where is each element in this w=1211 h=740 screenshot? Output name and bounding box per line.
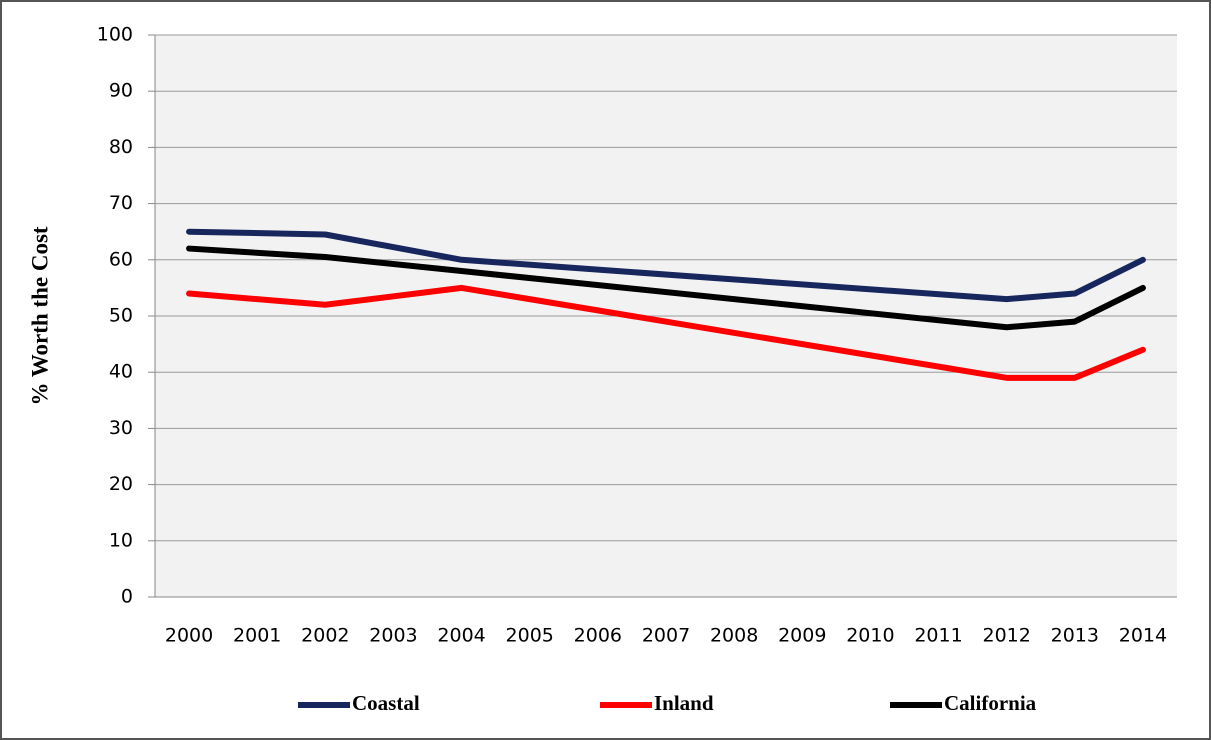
legend-label: Inland <box>654 691 714 715</box>
y-tick-label: 80 <box>109 136 133 158</box>
x-tick-label: 2005 <box>506 625 554 647</box>
legend-label: California <box>944 691 1037 715</box>
series-line <box>186 284 1146 381</box>
x-tick-label: 2007 <box>642 625 690 647</box>
y-tick-label: 40 <box>109 361 133 383</box>
x-tick-label: 2009 <box>778 625 826 647</box>
x-tick-label: 2012 <box>982 625 1030 647</box>
x-tick-label: 2006 <box>574 625 622 647</box>
x-tick-label: 2014 <box>1119 625 1167 647</box>
y-tick-label: 20 <box>109 473 133 495</box>
x-tick-label: 2004 <box>437 625 485 647</box>
y-tick-label: 90 <box>109 80 133 102</box>
series-line <box>186 245 1146 331</box>
y-tick-label: 60 <box>109 248 133 270</box>
x-tick-label: 2002 <box>301 625 349 647</box>
x-tick-label: 2003 <box>369 625 417 647</box>
x-tick-label: 2008 <box>710 625 758 647</box>
x-tick-label: 2001 <box>233 625 281 647</box>
x-tick-label: 2010 <box>846 625 894 647</box>
y-tick-label: 70 <box>109 192 133 214</box>
y-axis-label: % Worth the Cost <box>27 226 52 405</box>
y-tick-label: 30 <box>109 417 133 439</box>
y-tick-label: 100 <box>97 24 133 46</box>
legend-label: Coastal <box>352 691 420 715</box>
y-tick-label: 10 <box>109 529 133 551</box>
series-line <box>186 228 1146 303</box>
x-tick-label: 2000 <box>165 625 213 647</box>
y-tick-label: 0 <box>121 586 133 608</box>
x-tick-label: 2013 <box>1051 625 1099 647</box>
x-tick-label: 2011 <box>914 625 962 647</box>
y-tick-label: 50 <box>109 305 133 327</box>
